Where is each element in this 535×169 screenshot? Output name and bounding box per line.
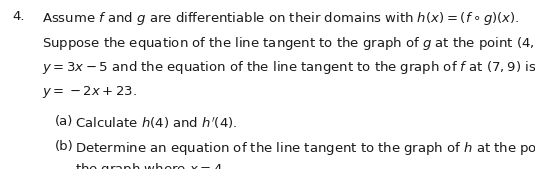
Text: $y = -2x + 23.$: $y = -2x + 23.$ bbox=[42, 83, 137, 100]
Text: Calculate $h(4)$ and $h'(4).$: Calculate $h(4)$ and $h'(4).$ bbox=[75, 115, 238, 131]
Text: Suppose the equation of the line tangent to the graph of $g$ at the point $(4, 7: Suppose the equation of the line tangent… bbox=[42, 34, 535, 52]
Text: (a): (a) bbox=[55, 115, 73, 128]
Text: $y = 3x - 5$ and the equation of the line tangent to the graph of $f$ at $(7, 9): $y = 3x - 5$ and the equation of the lin… bbox=[42, 59, 535, 76]
Text: Assume $f$ and $g$ are differentiable on their domains with $h(x) = (f \circ g)(: Assume $f$ and $g$ are differentiable on… bbox=[42, 10, 519, 27]
Text: 4.: 4. bbox=[12, 10, 25, 23]
Text: (b): (b) bbox=[55, 140, 74, 153]
Text: Determine an equation of the line tangent to the graph of $h$ at the point on: Determine an equation of the line tangen… bbox=[75, 140, 535, 157]
Text: the graph where $x = 4.$: the graph where $x = 4.$ bbox=[75, 161, 226, 169]
